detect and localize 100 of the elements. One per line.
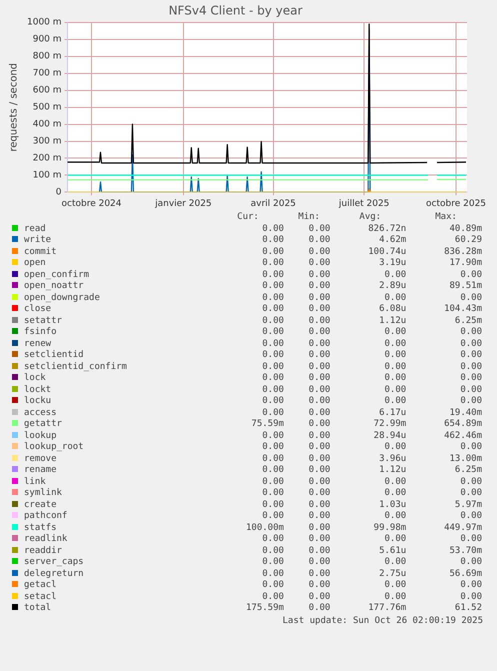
legend-label: server_caps bbox=[24, 557, 85, 568]
text: 13.00m bbox=[448, 454, 483, 465]
text: 462.46m bbox=[443, 430, 483, 442]
legend-label: commit bbox=[24, 246, 58, 258]
text: 0.00 bbox=[308, 488, 332, 500]
text: Cur: bbox=[236, 212, 260, 224]
legend-label: access bbox=[24, 408, 58, 419]
text: 0.00 bbox=[308, 522, 332, 534]
text: 0.00 bbox=[261, 534, 285, 546]
legend-label: locku bbox=[24, 396, 52, 408]
text: 0.00 bbox=[383, 580, 408, 592]
text: 0.00 bbox=[261, 338, 285, 350]
text: 826.72n bbox=[367, 224, 408, 235]
text: 5.97m bbox=[454, 500, 483, 511]
text: 0.00 bbox=[261, 258, 285, 270]
text: 6.17u bbox=[378, 408, 408, 419]
legend-label: total bbox=[24, 603, 52, 614]
text: 0.00 bbox=[308, 408, 332, 419]
y-tick-label: 200 m bbox=[32, 154, 62, 164]
text: 0.00 bbox=[383, 557, 408, 568]
legend-label: setclientid_confirm bbox=[24, 362, 128, 373]
x-tick-label: octobre 2024 bbox=[61, 198, 122, 209]
text: 0.00 bbox=[308, 235, 332, 246]
y-tick-label: 300 m bbox=[32, 136, 62, 147]
text: 836.28m bbox=[443, 246, 483, 258]
text: 0.00 bbox=[308, 592, 332, 603]
text: 5.61u bbox=[378, 546, 408, 557]
text: 53.70m bbox=[448, 546, 483, 557]
text: 0.00 bbox=[383, 373, 408, 384]
text: 0.00 bbox=[459, 557, 483, 568]
text: 0.00 bbox=[308, 292, 332, 304]
text: 0.00 bbox=[308, 430, 332, 442]
text: 177.76m bbox=[367, 603, 408, 614]
text: 0.00 bbox=[261, 270, 285, 281]
text: 0.00 bbox=[308, 500, 332, 511]
text: 0.00 bbox=[308, 362, 332, 373]
legend-label: delegreturn bbox=[24, 568, 85, 580]
text: 0.00 bbox=[383, 384, 408, 396]
text: 0.00 bbox=[459, 373, 483, 384]
text: 0.00 bbox=[383, 476, 408, 488]
text: 175.59m bbox=[244, 603, 285, 614]
text: 60.29 bbox=[454, 235, 483, 246]
text: 0.00 bbox=[261, 373, 285, 384]
legend-label: setclientid bbox=[24, 350, 85, 362]
text: 0.00 bbox=[459, 327, 483, 338]
text: 0.00 bbox=[308, 454, 332, 465]
legend-label: create bbox=[24, 500, 58, 511]
y-tick-label: 0 bbox=[56, 188, 62, 198]
text: 0.00 bbox=[459, 534, 483, 546]
text: 0.00 bbox=[261, 292, 285, 304]
text: 0.00 bbox=[261, 384, 285, 396]
text: 0.00 bbox=[383, 292, 408, 304]
text: 0.00 bbox=[383, 396, 408, 408]
text: 0.00 bbox=[261, 500, 285, 511]
text: 654.89m bbox=[443, 419, 483, 430]
text: 0.00 bbox=[459, 362, 483, 373]
text: 0.00 bbox=[383, 442, 408, 454]
legend-label: readdir bbox=[24, 546, 63, 557]
text: 0.00 bbox=[383, 511, 408, 522]
text: 0.00 bbox=[383, 350, 408, 362]
text: 0.00 bbox=[459, 292, 483, 304]
text: 0.00 bbox=[308, 316, 332, 327]
text: 104.43m bbox=[443, 304, 483, 316]
text: 0.00 bbox=[459, 350, 483, 362]
text: 0.00 bbox=[383, 270, 408, 281]
text: 72.99m bbox=[372, 419, 408, 430]
text: 0.00 bbox=[383, 327, 408, 338]
text: 2.89u bbox=[378, 281, 408, 292]
text: 0.00 bbox=[261, 281, 285, 292]
legend-label: rename bbox=[24, 465, 58, 476]
x-tick-label: octobre 2025 bbox=[426, 198, 486, 209]
text: 0.00 bbox=[261, 235, 285, 246]
legend-label: renew bbox=[24, 338, 52, 350]
text: 1.12u bbox=[378, 316, 408, 327]
text: 0.00 bbox=[308, 465, 332, 476]
text: 0.00 bbox=[261, 476, 285, 488]
text: 0.00 bbox=[459, 270, 483, 281]
text: 0.00 bbox=[261, 224, 285, 235]
text: 0.00 bbox=[261, 304, 285, 316]
text: 0.00 bbox=[308, 511, 332, 522]
text: 0.00 bbox=[308, 327, 332, 338]
text: 0.00 bbox=[308, 546, 332, 557]
text: 0.00 bbox=[383, 338, 408, 350]
text: 0.00 bbox=[308, 603, 332, 614]
text: 0.00 bbox=[308, 304, 332, 316]
text: 56.69m bbox=[448, 568, 483, 580]
text: 0.00 bbox=[261, 557, 285, 568]
legend-label: link bbox=[24, 476, 47, 488]
text: 6.25m bbox=[454, 316, 483, 327]
text: 0.00 bbox=[261, 568, 285, 580]
text: 61.52 bbox=[454, 603, 483, 614]
legend-label: open_confirm bbox=[24, 270, 90, 281]
legend-label: open_downgrade bbox=[24, 292, 101, 304]
legend-label: open_noattr bbox=[24, 281, 85, 292]
text: Max: bbox=[434, 212, 458, 224]
text: 0.00 bbox=[459, 384, 483, 396]
legend-label: write bbox=[24, 235, 52, 246]
text: 0.00 bbox=[261, 454, 285, 465]
legend-label: getacl bbox=[24, 580, 58, 592]
legend-label: lookup bbox=[24, 430, 58, 442]
